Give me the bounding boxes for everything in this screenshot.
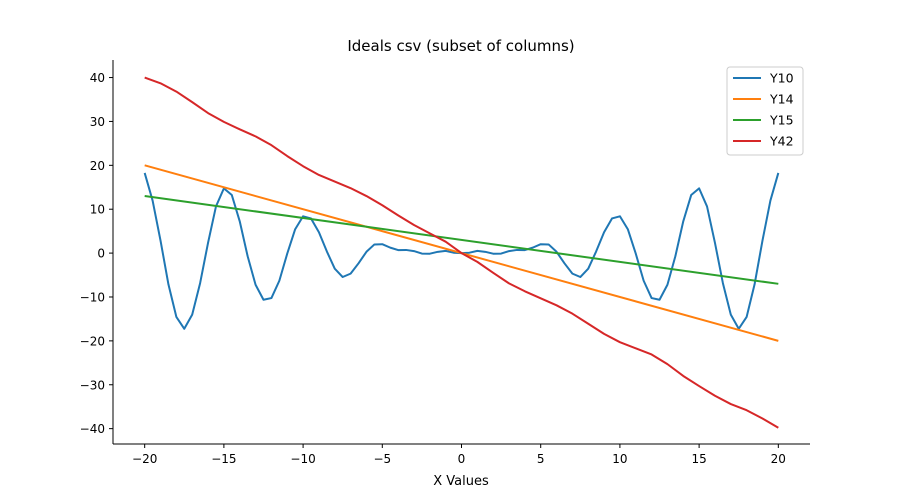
y-tick-label: 30	[90, 115, 105, 129]
x-tick-label: 5	[537, 452, 545, 466]
x-tick-label: −20	[132, 452, 157, 466]
x-tick-label: −15	[211, 452, 236, 466]
x-tick-label: 10	[612, 452, 627, 466]
chart-title: Ideals csv (subset of columns)	[347, 37, 574, 55]
x-tick-label: 15	[691, 452, 706, 466]
y-tick-label: −30	[80, 378, 105, 392]
y-axis: −40 −30 −20 −10 0 10 20 30 40	[80, 60, 114, 444]
series-line-y15	[144, 195, 779, 285]
series-line-y10	[143, 172, 780, 330]
y-tick-label: −10	[80, 290, 105, 304]
series-line-y42	[144, 76, 779, 429]
y-tick-label: 20	[90, 159, 105, 173]
legend-frame	[726, 66, 804, 156]
x-axis-label: X Values	[433, 474, 489, 489]
legend-label-y42: Y42	[769, 134, 794, 149]
x-tick-label: −10	[290, 452, 315, 466]
legend: Y10 Y14 Y15 Y42	[726, 66, 804, 156]
legend-label-y10: Y10	[769, 71, 794, 86]
x-tick-label: 20	[771, 452, 786, 466]
y-tick-label: 0	[97, 247, 105, 261]
y-tick-label: 40	[90, 71, 105, 85]
x-tick-label: 0	[458, 452, 466, 466]
legend-label-y14: Y14	[769, 92, 794, 107]
y-tick-label: 10	[90, 203, 105, 217]
x-axis: −20 −15 −10 −5 0 5 10 15 20	[113, 443, 810, 466]
legend-label-y15: Y15	[769, 113, 794, 128]
x-tick-label: −5	[373, 452, 391, 466]
plot-area	[143, 76, 780, 429]
y-tick-label: −40	[80, 422, 105, 436]
y-tick-label: −20	[80, 334, 105, 348]
